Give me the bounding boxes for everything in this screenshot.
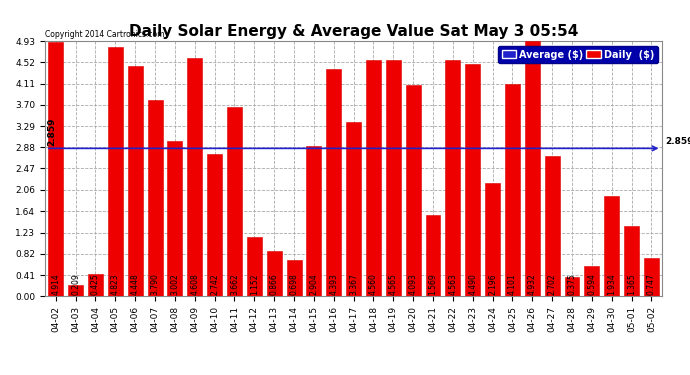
Text: 1.365: 1.365 [627, 273, 636, 295]
Text: 3.662: 3.662 [230, 273, 239, 295]
Bar [604, 196, 619, 296]
Bar [465, 64, 480, 296]
Text: 1.569: 1.569 [428, 273, 437, 295]
Bar [386, 60, 401, 296]
Bar [326, 69, 342, 296]
Bar [505, 84, 520, 296]
Text: 0.594: 0.594 [587, 273, 596, 295]
Text: 4.093: 4.093 [408, 273, 417, 295]
Bar [148, 100, 163, 296]
Text: 2.196: 2.196 [488, 274, 497, 295]
Text: 4.448: 4.448 [130, 273, 139, 295]
Bar [227, 107, 242, 296]
Bar [525, 41, 540, 296]
Text: 0.866: 0.866 [270, 273, 279, 295]
Text: Copyright 2014 Cartronics.com: Copyright 2014 Cartronics.com [46, 30, 165, 39]
Text: 1.152: 1.152 [250, 274, 259, 295]
Text: 4.565: 4.565 [389, 273, 398, 295]
Text: 0.209: 0.209 [71, 273, 80, 295]
Text: 0.425: 0.425 [91, 273, 100, 295]
Bar [187, 58, 202, 296]
Text: 2.859: 2.859 [47, 117, 56, 146]
Text: 4.914: 4.914 [51, 273, 60, 295]
Bar [584, 266, 600, 296]
Bar [168, 141, 182, 296]
Text: 4.490: 4.490 [469, 273, 477, 295]
Text: 0.375: 0.375 [568, 273, 577, 295]
Bar [207, 154, 222, 296]
Bar [644, 258, 659, 296]
Bar [564, 277, 580, 296]
Bar [306, 146, 322, 296]
Bar [624, 226, 639, 296]
Bar [346, 122, 361, 296]
Bar [426, 215, 440, 296]
Text: 2.904: 2.904 [309, 273, 318, 295]
Text: 2.702: 2.702 [548, 274, 557, 295]
Bar [406, 84, 421, 296]
Text: 2.742: 2.742 [210, 274, 219, 295]
Bar [366, 60, 381, 296]
Bar [544, 156, 560, 296]
Text: 4.608: 4.608 [190, 273, 199, 295]
Text: 4.393: 4.393 [329, 273, 338, 295]
Text: 0.698: 0.698 [290, 273, 299, 295]
Text: 4.101: 4.101 [508, 274, 517, 295]
Bar [286, 260, 302, 296]
Title: Daily Solar Energy & Average Value Sat May 3 05:54: Daily Solar Energy & Average Value Sat M… [129, 24, 578, 39]
Text: 3.002: 3.002 [170, 273, 179, 295]
Text: 4.932: 4.932 [528, 273, 537, 295]
Bar [446, 60, 460, 296]
Text: 3.367: 3.367 [349, 273, 358, 295]
Text: 0.747: 0.747 [647, 273, 656, 295]
Bar [88, 274, 103, 296]
Text: 2.859: 2.859 [665, 137, 690, 146]
Bar [108, 47, 123, 296]
Text: 4.560: 4.560 [369, 273, 378, 295]
Text: 4.823: 4.823 [111, 274, 120, 295]
Bar [68, 285, 83, 296]
Text: 3.790: 3.790 [150, 273, 159, 295]
Bar [485, 183, 500, 296]
Bar [247, 237, 262, 296]
Bar [267, 252, 282, 296]
Text: 4.563: 4.563 [448, 273, 457, 295]
Text: 1.934: 1.934 [607, 273, 616, 295]
Bar [48, 42, 63, 296]
Legend: Average ($), Daily  ($): Average ($), Daily ($) [498, 46, 658, 63]
Bar [128, 66, 143, 296]
